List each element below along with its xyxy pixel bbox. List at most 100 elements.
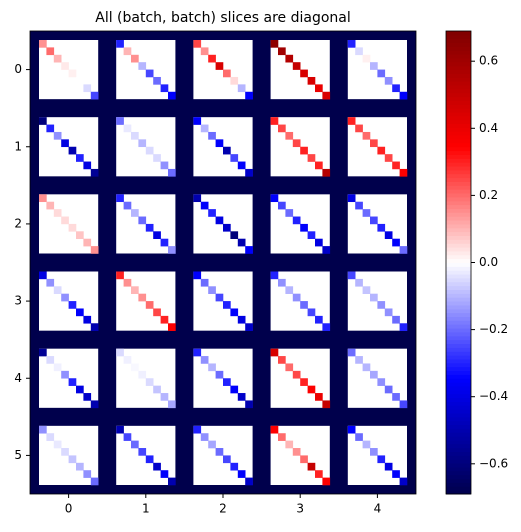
colorbar-segment <box>446 478 471 483</box>
cell <box>223 301 231 309</box>
colorbar-segment <box>446 385 471 391</box>
cell <box>200 201 209 210</box>
colorbar-segment <box>446 193 471 198</box>
cell <box>153 231 161 240</box>
cell <box>270 117 279 125</box>
cell <box>90 91 99 100</box>
cell <box>300 455 308 464</box>
colorbar-segment <box>446 320 471 325</box>
y-tick-label: 4 <box>14 371 22 385</box>
cell <box>153 462 161 471</box>
padding-fill <box>30 31 416 494</box>
cell <box>39 348 47 357</box>
cell <box>138 448 147 456</box>
cell <box>315 315 323 324</box>
cell <box>61 448 69 456</box>
colorbar-segment <box>446 258 471 263</box>
colorbar-segment <box>446 409 471 414</box>
cell <box>292 139 301 148</box>
cell <box>215 62 224 70</box>
colorbar-segment <box>446 486 471 491</box>
cell <box>377 378 386 386</box>
cell <box>208 440 216 449</box>
cell <box>245 168 253 177</box>
cell <box>245 323 253 331</box>
colorbar-segment <box>446 235 471 240</box>
cell <box>61 216 69 225</box>
cell <box>230 462 239 471</box>
cell <box>347 425 356 434</box>
colorbar-segment <box>446 142 471 148</box>
cell <box>131 440 139 449</box>
cell <box>76 308 84 317</box>
cell <box>355 124 363 133</box>
cell <box>230 385 239 394</box>
cell <box>53 131 62 140</box>
cell <box>322 168 331 177</box>
colorbar-segment <box>446 88 471 94</box>
colorbar-segment <box>446 100 471 105</box>
cell <box>237 84 246 93</box>
colorbar-segment <box>446 401 471 406</box>
colorbar-segment <box>446 482 471 487</box>
colorbar-segment <box>446 443 471 449</box>
colorbar-segment <box>446 223 471 229</box>
cell <box>300 378 308 386</box>
cell <box>223 378 231 386</box>
colorbar-segment <box>446 297 471 302</box>
cell <box>347 348 356 357</box>
colorbar-segment <box>446 239 471 244</box>
colorbar-segment <box>446 312 471 318</box>
cell <box>285 54 294 63</box>
cell <box>53 363 62 372</box>
cell <box>292 448 301 456</box>
cell <box>230 308 239 317</box>
cell <box>61 293 69 302</box>
cell <box>39 425 47 434</box>
cell <box>292 62 301 70</box>
cell <box>300 146 308 155</box>
colorbar-segment <box>446 77 471 82</box>
cell <box>355 278 363 287</box>
colorbar-segment <box>446 289 471 294</box>
cell <box>131 363 139 372</box>
cell <box>377 301 386 309</box>
cell <box>168 246 176 254</box>
cell <box>392 470 400 478</box>
colorbar-segment <box>446 85 471 90</box>
cell <box>355 47 363 56</box>
colorbar-segment <box>446 470 471 476</box>
colorbar-segment <box>446 154 471 159</box>
colorbar-segment <box>446 474 471 480</box>
colorbar-segment <box>446 339 471 345</box>
colorbar-segment <box>446 61 471 67</box>
cell <box>392 84 400 93</box>
colorbar-segment <box>446 447 471 453</box>
cell <box>68 69 77 78</box>
colorbar-segment <box>446 169 471 175</box>
cell <box>61 62 69 70</box>
cell <box>160 393 169 401</box>
cell <box>215 370 224 379</box>
cell <box>116 271 124 280</box>
cell <box>116 348 124 357</box>
cell <box>168 91 176 100</box>
colorbar-segment <box>446 96 471 101</box>
colorbar-segment <box>446 490 471 495</box>
cell <box>392 238 400 247</box>
cell <box>123 356 132 364</box>
cell <box>208 286 216 294</box>
cell <box>200 47 209 56</box>
cell <box>53 54 62 63</box>
cell <box>377 223 386 232</box>
colorbar-segment <box>446 328 471 333</box>
colorbar-segment <box>446 428 471 433</box>
colorbar-segment <box>446 347 471 352</box>
colorbar-segment <box>446 119 471 125</box>
cell <box>315 470 323 478</box>
colorbar-segment <box>446 54 471 59</box>
cell <box>208 131 216 140</box>
cell <box>355 356 363 364</box>
colorbar-segment <box>446 204 471 209</box>
